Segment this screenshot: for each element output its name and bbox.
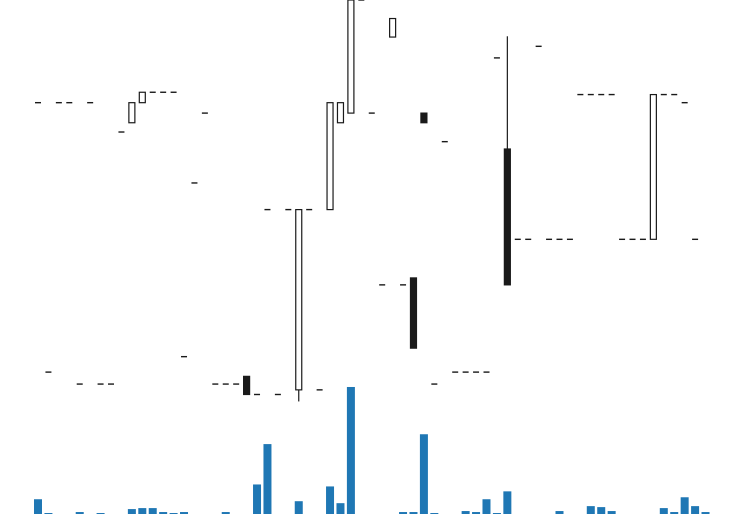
candle-body-up (326, 102, 334, 211)
volume-bar-18 (221, 512, 230, 514)
volume-bar-53 (586, 506, 595, 514)
price-candles (35, 0, 699, 402)
candle-body-down (420, 112, 428, 124)
candle-36 (409, 277, 418, 349)
volume-bar-6 (96, 513, 105, 514)
candle-body-up (649, 93, 657, 240)
volume-bar-37 (419, 434, 428, 514)
volume-bar-10 (138, 508, 147, 514)
volume-bar-30 (346, 386, 355, 514)
volume-bar-54 (597, 507, 606, 514)
candle-34 (389, 17, 397, 38)
volume-bar-61 (670, 512, 679, 514)
volume-bars (34, 386, 710, 514)
volume-bar-41 (461, 511, 470, 514)
candle-body-up (336, 102, 345, 124)
candle-body-up (138, 91, 146, 104)
volume-bar-22 (263, 444, 272, 514)
candle-body-down (243, 375, 251, 396)
volume-bar-11 (148, 508, 157, 514)
candle-28 (326, 102, 334, 211)
volume-bar-60 (659, 508, 668, 514)
candle-body-up (389, 17, 397, 38)
volume-bar-13 (169, 513, 178, 514)
volume-bar-21 (253, 484, 262, 514)
volume-bar-29 (336, 503, 345, 514)
candle-10 (138, 91, 146, 104)
candle-59 (649, 93, 657, 240)
candle-25 (295, 208, 303, 402)
volume-bar-38 (430, 513, 439, 514)
volume-bar-28 (326, 486, 335, 514)
candle-body-up (295, 208, 303, 391)
volume-bar-12 (159, 512, 168, 514)
candle-body-down (503, 148, 511, 286)
volume-bar-35 (399, 512, 408, 514)
volume-bar-50 (555, 511, 564, 514)
candle-body-up (128, 102, 136, 124)
volume-bar-64 (701, 512, 710, 514)
volume-bar-1 (44, 513, 53, 514)
volume-bar-36 (409, 512, 418, 514)
volume-bar-0 (34, 499, 42, 514)
volume-bar-63 (691, 506, 700, 514)
candle-body-up (347, 0, 355, 114)
volume-bar-44 (492, 513, 501, 514)
volume-bar-62 (680, 497, 689, 514)
volume-bar-4 (75, 512, 84, 514)
candle-9 (128, 102, 136, 124)
volume-bar-9 (127, 509, 136, 514)
volume-bar-45 (503, 491, 512, 514)
volume-bar-55 (607, 511, 616, 514)
candle-30 (347, 0, 355, 114)
candle-45 (503, 36, 511, 286)
volume-bar-42 (472, 512, 481, 514)
volume-bar-14 (180, 512, 189, 514)
candle-20 (243, 375, 251, 396)
volume-bar-43 (482, 499, 491, 514)
candle-body-down (409, 277, 418, 349)
volume-bar-25 (294, 501, 303, 514)
candle-37 (420, 112, 428, 124)
candle-29 (336, 102, 345, 124)
